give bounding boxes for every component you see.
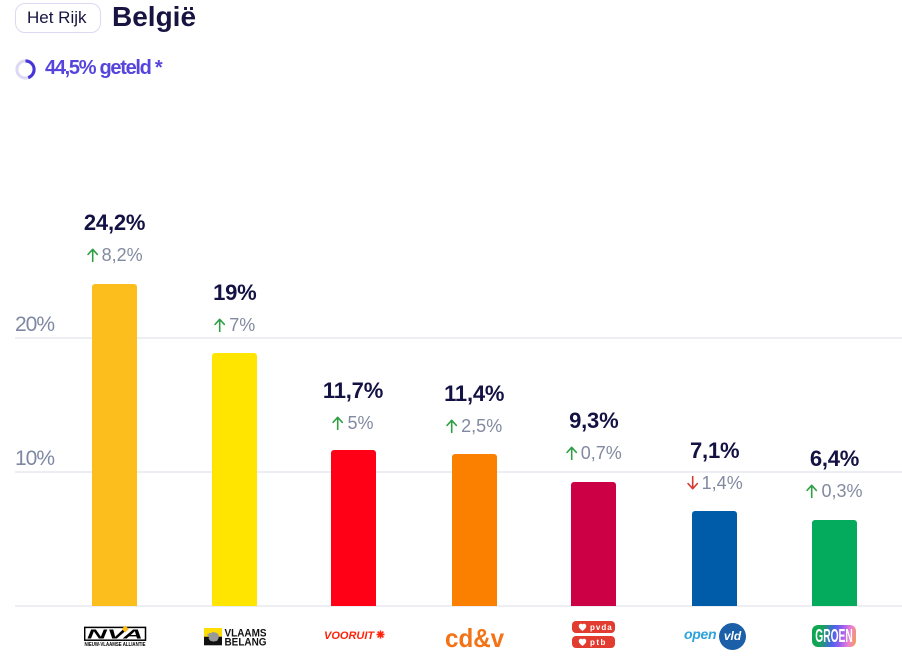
svg-text:GROEN: GROEN (815, 626, 853, 646)
svg-text:VOORUIT: VOORUIT (324, 630, 375, 642)
svg-text:NIEUW-VLAAMSE ALLIANTIE: NIEUW-VLAAMSE ALLIANTIE (85, 642, 146, 648)
svg-text:VLAAMS: VLAAMS (225, 628, 267, 639)
svg-text:NVA: NVA (87, 627, 143, 642)
svg-text:BELANG: BELANG (225, 636, 267, 646)
